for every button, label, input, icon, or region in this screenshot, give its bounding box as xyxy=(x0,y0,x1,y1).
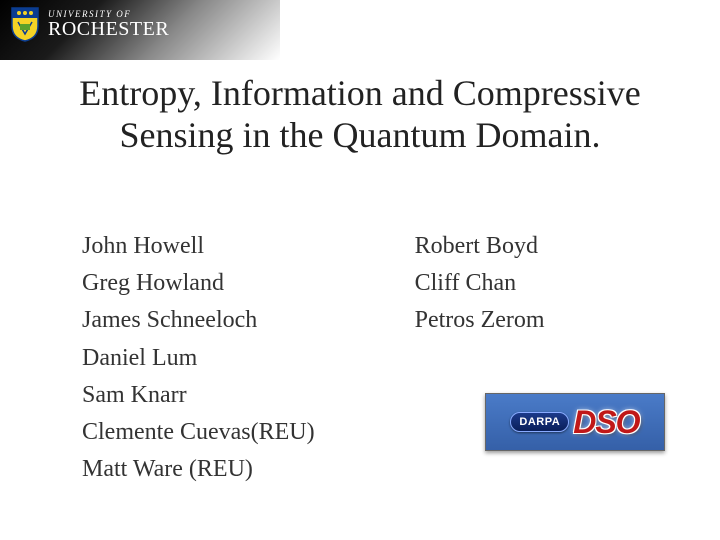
author-name: Cliff Chan xyxy=(415,265,545,302)
sponsor-office: DSO xyxy=(573,404,639,441)
author-name: Robert Boyd xyxy=(415,228,545,265)
sponsor-badge: DARPA DSO xyxy=(485,393,665,451)
author-name: Daniel Lum xyxy=(82,340,315,377)
sponsor-agency: DARPA xyxy=(510,412,569,432)
authors-column-left: John Howell Greg Howland James Schneeloc… xyxy=(82,228,315,488)
shield-icon xyxy=(10,6,40,42)
author-name: Greg Howland xyxy=(82,265,315,302)
university-logo: UNIVERSITY of ROCHESTER xyxy=(10,6,169,42)
author-name: James Schneeloch xyxy=(82,302,315,339)
author-name: Clemente Cuevas(REU) xyxy=(82,414,315,451)
author-name: Petros Zerom xyxy=(415,302,545,339)
authors-block: John Howell Greg Howland James Schneeloc… xyxy=(82,228,545,488)
slide-title: Entropy, Information and Compressive Sen… xyxy=(0,72,720,157)
author-name: John Howell xyxy=(82,228,315,265)
author-name: Matt Ware (REU) xyxy=(82,451,315,488)
university-name: ROCHESTER xyxy=(48,19,169,39)
author-name: Sam Knarr xyxy=(82,377,315,414)
